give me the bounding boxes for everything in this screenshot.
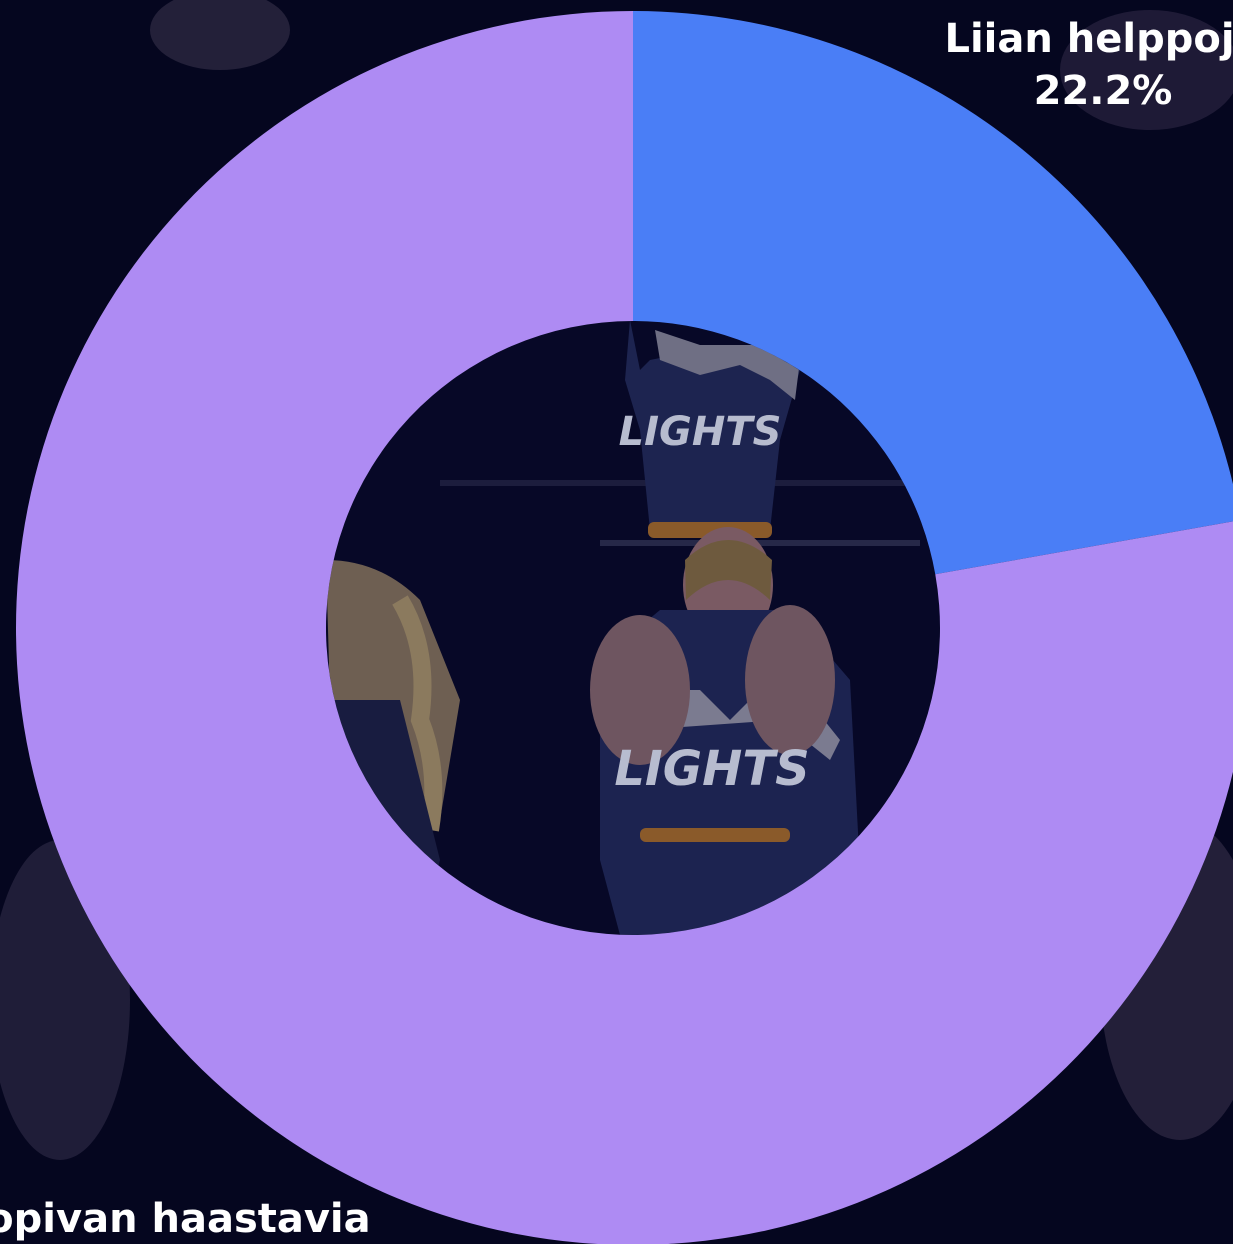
donut-slice-1: [633, 11, 1233, 575]
donut-slices: [16, 11, 1233, 1244]
slice-label-2: Sopivan haastavia: [0, 1196, 371, 1242]
upper-shirt-text: LIGHTS: [619, 409, 782, 455]
donut-slice-2: [16, 11, 1233, 1244]
slice-label-1: Liian helppoja: [944, 16, 1233, 62]
center-photo: LIGHTS LIGHTS: [326, 321, 940, 935]
lower-shirt-text: LIGHTS: [614, 741, 809, 797]
slice-value-label-1: 22.2%: [1034, 68, 1173, 114]
